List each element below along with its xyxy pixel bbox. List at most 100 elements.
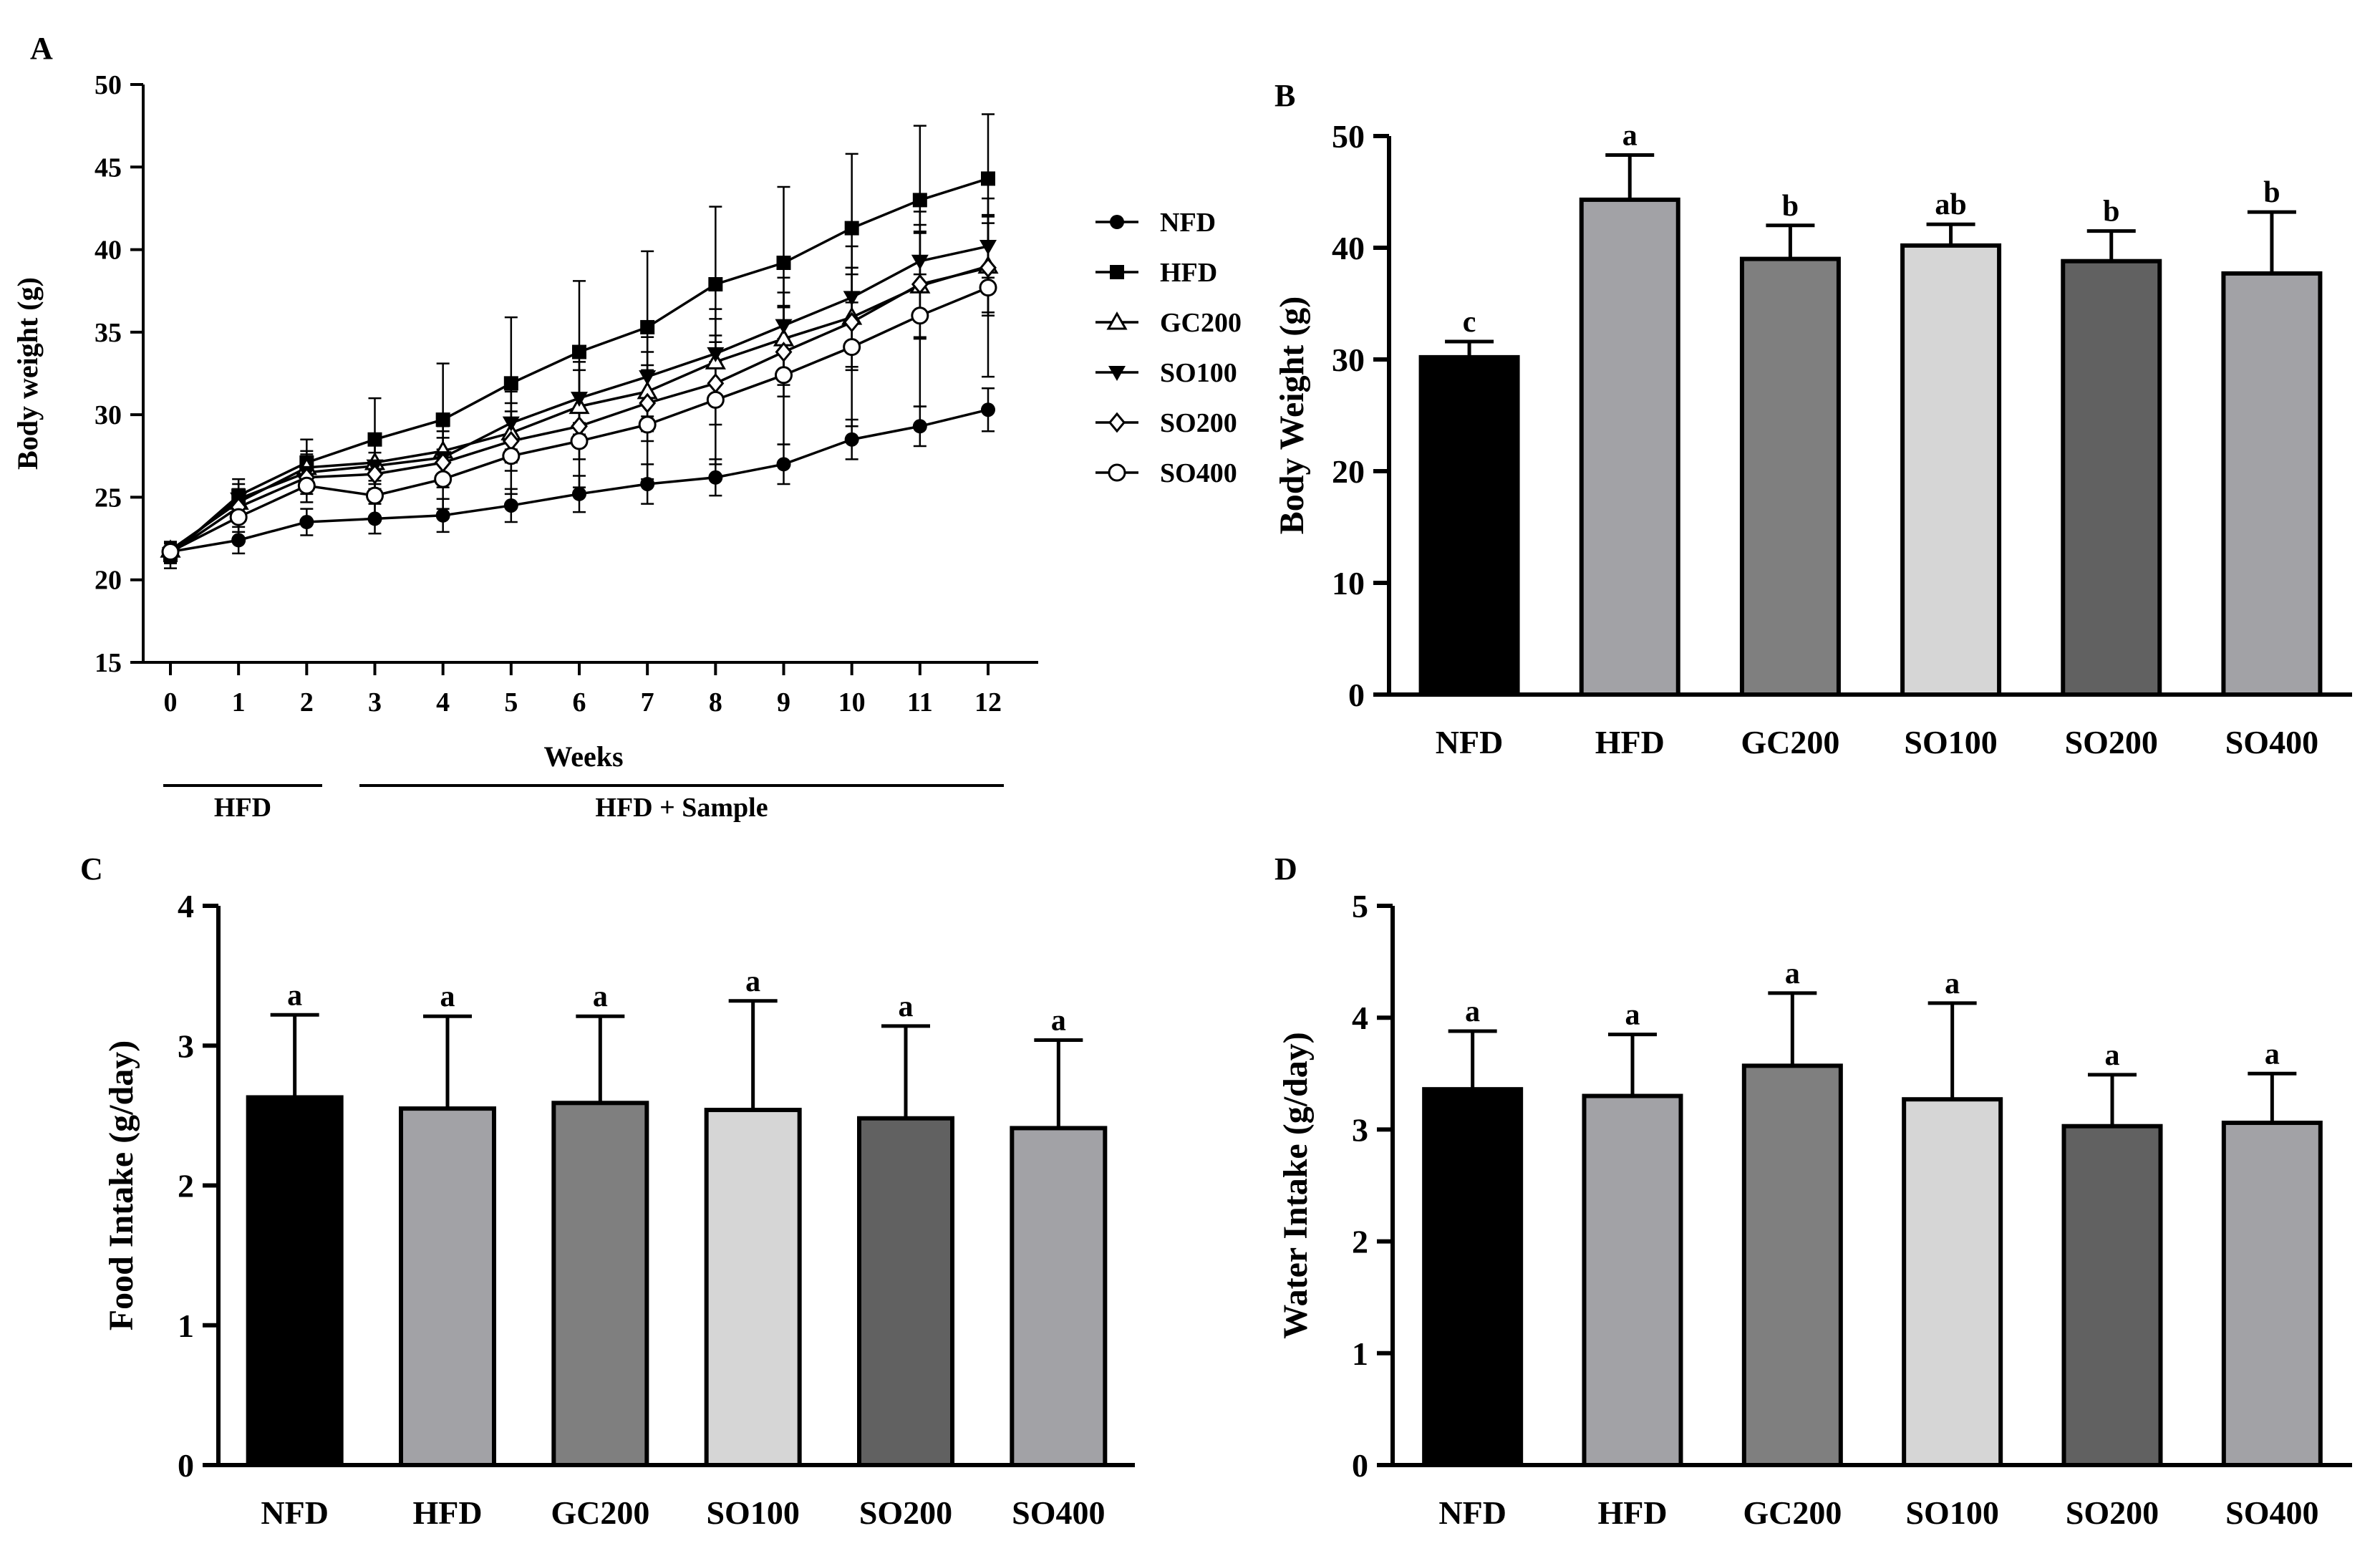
legend-label-nfd: NFD (1160, 208, 1216, 238)
significance-label-so100: a (1945, 967, 1960, 1000)
x-tick-label-so200: SO200 (2066, 1494, 2159, 1531)
significance-label-so400: a (2265, 1038, 2280, 1071)
x-tick-label: 11 (907, 687, 933, 717)
y-tick-label: 50 (1332, 118, 1365, 155)
y-tick-label: 50 (95, 70, 122, 100)
bar-so400 (2221, 271, 2323, 697)
y-tick-label: 0 (178, 1447, 194, 1484)
data-point-so400 (570, 432, 589, 450)
x-tick-label: 6 (573, 687, 586, 717)
data-point-nfd (367, 511, 382, 526)
panel-c: C 0 1 2 3 4 Food Intake (g/day) NFD a HFD a GC200 a S… (80, 851, 1135, 1531)
data-point-so200 (911, 274, 929, 295)
x-tick-label: 12 (974, 687, 1002, 717)
legend-marker-nfd (1110, 215, 1124, 229)
x-tick-label-so400: SO400 (1012, 1494, 1105, 1531)
data-point-so400 (297, 476, 316, 495)
data-point-hfd (776, 256, 791, 271)
bar-so400 (2221, 1121, 2323, 1467)
x-tick-label-gc200: GC200 (1741, 724, 1839, 760)
panel-d: D 0 1 2 3 4 5 Water Intake (g/day) NFD a HFD a GC200… (1274, 851, 2352, 1531)
data-point-hfd (912, 193, 927, 208)
x-tick-label-hfd: HFD (412, 1494, 482, 1531)
data-point-so100 (502, 416, 520, 432)
data-point-so400 (161, 543, 180, 561)
bar-nfd (1422, 1087, 1524, 1467)
legend-label-so200: SO200 (1160, 408, 1237, 438)
y-axis-label: Body weight (g) (11, 277, 44, 470)
data-point-so100 (707, 347, 725, 362)
significance-label-so100: ab (1935, 188, 1966, 221)
significance-label-so200: b (2103, 195, 2119, 228)
bar-so400 (1010, 1126, 1108, 1467)
y-tick-label: 2 (178, 1168, 194, 1204)
y-tick-label: 0 (1348, 677, 1365, 713)
x-tick-label-gc200: GC200 (551, 1494, 649, 1531)
y-axis-label: Food Intake (g/day) (102, 1040, 140, 1330)
bar-nfd (246, 1095, 344, 1468)
significance-label-hfd: a (1625, 999, 1640, 1032)
x-tick-label: 8 (709, 687, 722, 717)
legend-marker-so200 (1108, 412, 1126, 433)
x-tick-label: 1 (232, 687, 246, 717)
data-point-hfd (367, 432, 382, 447)
significance-label-gc200: b (1782, 190, 1799, 223)
data-point-so100 (639, 370, 657, 386)
data-point-so400 (366, 486, 384, 505)
x-tick-label-so100: SO100 (706, 1494, 799, 1531)
significance-label-so400: a (1051, 1004, 1066, 1037)
bar-gc200 (551, 1101, 649, 1467)
data-point-nfd (299, 515, 314, 530)
data-point-hfd (572, 344, 586, 359)
x-tick-label-hfd: HFD (1595, 724, 1665, 760)
bar-hfd (399, 1106, 496, 1468)
legend-marker-hfd (1110, 265, 1124, 279)
bar-so100 (1900, 243, 2002, 697)
data-point-so400 (638, 415, 657, 434)
y-tick-label: 4 (178, 888, 194, 924)
legend-marker-so100 (1108, 366, 1126, 381)
y-tick-label: 1 (1352, 1335, 1368, 1372)
data-point-nfd (503, 498, 518, 513)
legend-label-so100: SO100 (1160, 358, 1237, 388)
x-tick-label-nfd: NFD (1436, 724, 1504, 760)
x-tick-label-so400: SO400 (2225, 724, 2318, 760)
data-point-so200 (979, 257, 997, 279)
significance-label-nfd: a (287, 979, 302, 1012)
data-point-so200 (707, 372, 725, 394)
y-tick-label: 20 (1332, 453, 1365, 490)
data-point-so200 (843, 311, 861, 333)
x-tick-label-so400: SO400 (2225, 1494, 2318, 1531)
x-tick-label-so200: SO200 (859, 1494, 952, 1531)
y-tick-label: 1 (178, 1308, 194, 1344)
data-point-nfd (572, 486, 586, 501)
x-tick-label-gc200: GC200 (1743, 1494, 1842, 1531)
significance-label-hfd: a (1622, 120, 1638, 153)
significance-label-nfd: a (1465, 995, 1480, 1028)
x-tick-label-hfd: HFD (1597, 1494, 1667, 1531)
x-tick-label-so200: SO200 (2065, 724, 2158, 760)
x-tick-label: 10 (838, 687, 866, 717)
bar-so100 (704, 1108, 802, 1467)
data-point-nfd (708, 470, 723, 485)
data-point-hfd (640, 319, 655, 334)
x-tick-label: 5 (504, 687, 518, 717)
panel-label: B (1274, 78, 1295, 113)
x-tick-label: 7 (641, 687, 654, 717)
significance-label-so200: a (899, 990, 914, 1023)
data-point-so100 (911, 254, 929, 270)
data-point-hfd (708, 276, 723, 291)
y-tick-label: 20 (95, 566, 122, 596)
y-tick-label: 2 (1352, 1224, 1368, 1260)
significance-label-so400: b (2263, 176, 2280, 209)
y-tick-label: 45 (95, 153, 122, 183)
y-tick-label: 15 (95, 648, 122, 678)
x-tick-label: 3 (368, 687, 382, 717)
data-point-so400 (843, 338, 861, 357)
bar-nfd (1418, 354, 1520, 697)
data-point-nfd (776, 457, 791, 472)
period-label-hfd: HFD (214, 793, 271, 823)
x-tick-label: 0 (164, 687, 178, 717)
data-point-hfd (981, 171, 995, 186)
